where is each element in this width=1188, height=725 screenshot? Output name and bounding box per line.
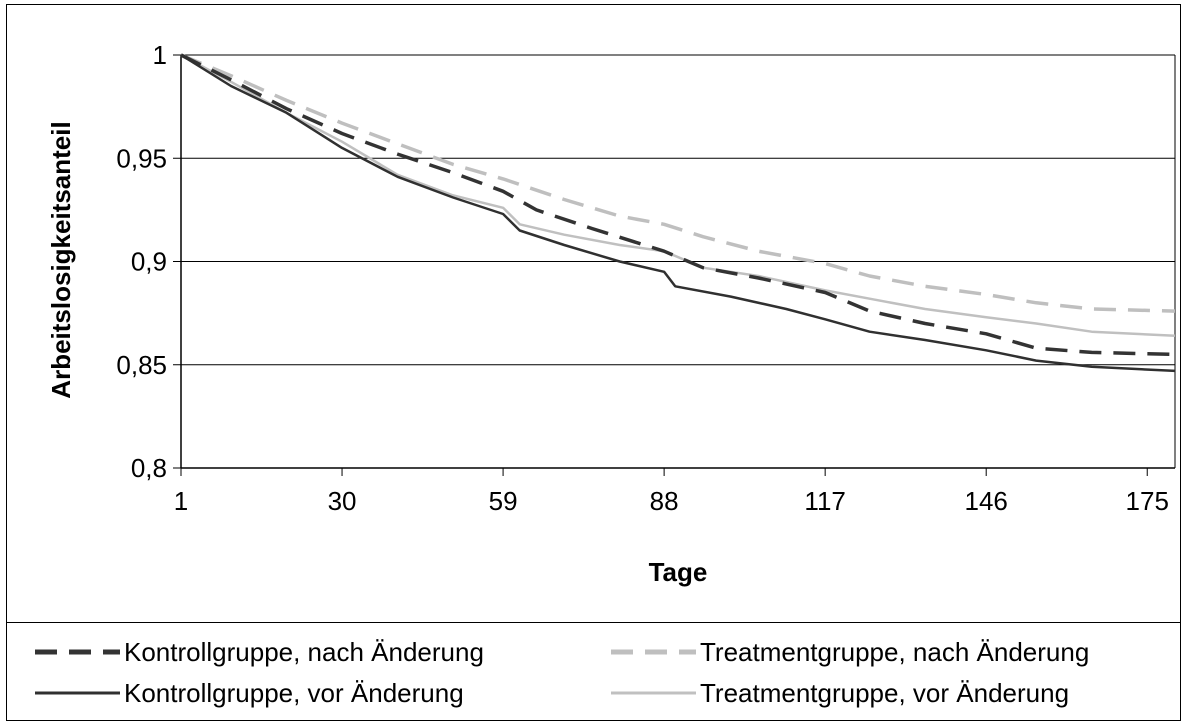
legend-label: Treatmentgruppe, nach Änderung [700,636,1090,667]
y-tick-label: 0,85 [116,350,167,380]
x-tick-label: 146 [965,486,1008,516]
axes [173,54,1176,476]
x-axis-title: Tage [649,557,708,587]
y-tick-label: 0,95 [116,143,167,173]
legend-swatch-solid-light [611,691,696,695]
chart-frame [6,4,1181,721]
y-tick-label: 0,9 [131,247,167,277]
line-chart: 10,950,90,850,81 30 59 88 117 146 175 Tage Arb… [46,40,1176,587]
x-tick-label: 175 [1126,486,1169,516]
y-axis-title: Arbeitslosigkeitsanteil [46,121,76,398]
series-line [180,53,1176,338]
y-tick-label: 1 [153,40,167,70]
gridlines [181,54,1175,366]
legend-label: Treatmentgruppe, vor Änderung [700,677,1070,708]
legend-item-kontroll-vor: Kontrollgruppe, vor Änderung [35,673,464,713]
series-line [180,53,1176,373]
x-tick-label: 88 [650,486,679,516]
tick-labels: 10,950,90,850,81 30 59 88 117 146 175 [116,40,1169,516]
x-tick-label: 59 [489,486,518,516]
series-line [180,53,1176,313]
x-tick-label: 117 [804,486,845,516]
legend-swatch-dashed-dark [35,649,120,655]
legend: Kontrollgruppe, nach Änderung Kontrollgr… [6,622,1181,721]
series-lines [180,53,1176,373]
x-tick-label: 30 [328,486,357,516]
legend-label: Kontrollgruppe, nach Änderung [124,636,484,667]
y-tick-label: 0,8 [131,453,167,483]
legend-swatch-dashed-light [611,649,696,655]
legend-swatch-solid-dark [35,691,120,695]
x-tick-label: 1 [174,486,188,516]
legend-item-treatment-nach: Treatmentgruppe, nach Änderung [611,632,1089,672]
legend-item-treatment-vor: Treatmentgruppe, vor Änderung [611,673,1069,713]
legend-item-kontroll-nach: Kontrollgruppe, nach Änderung [35,632,484,672]
series-line [180,53,1176,357]
legend-label: Kontrollgruppe, vor Änderung [124,677,464,708]
